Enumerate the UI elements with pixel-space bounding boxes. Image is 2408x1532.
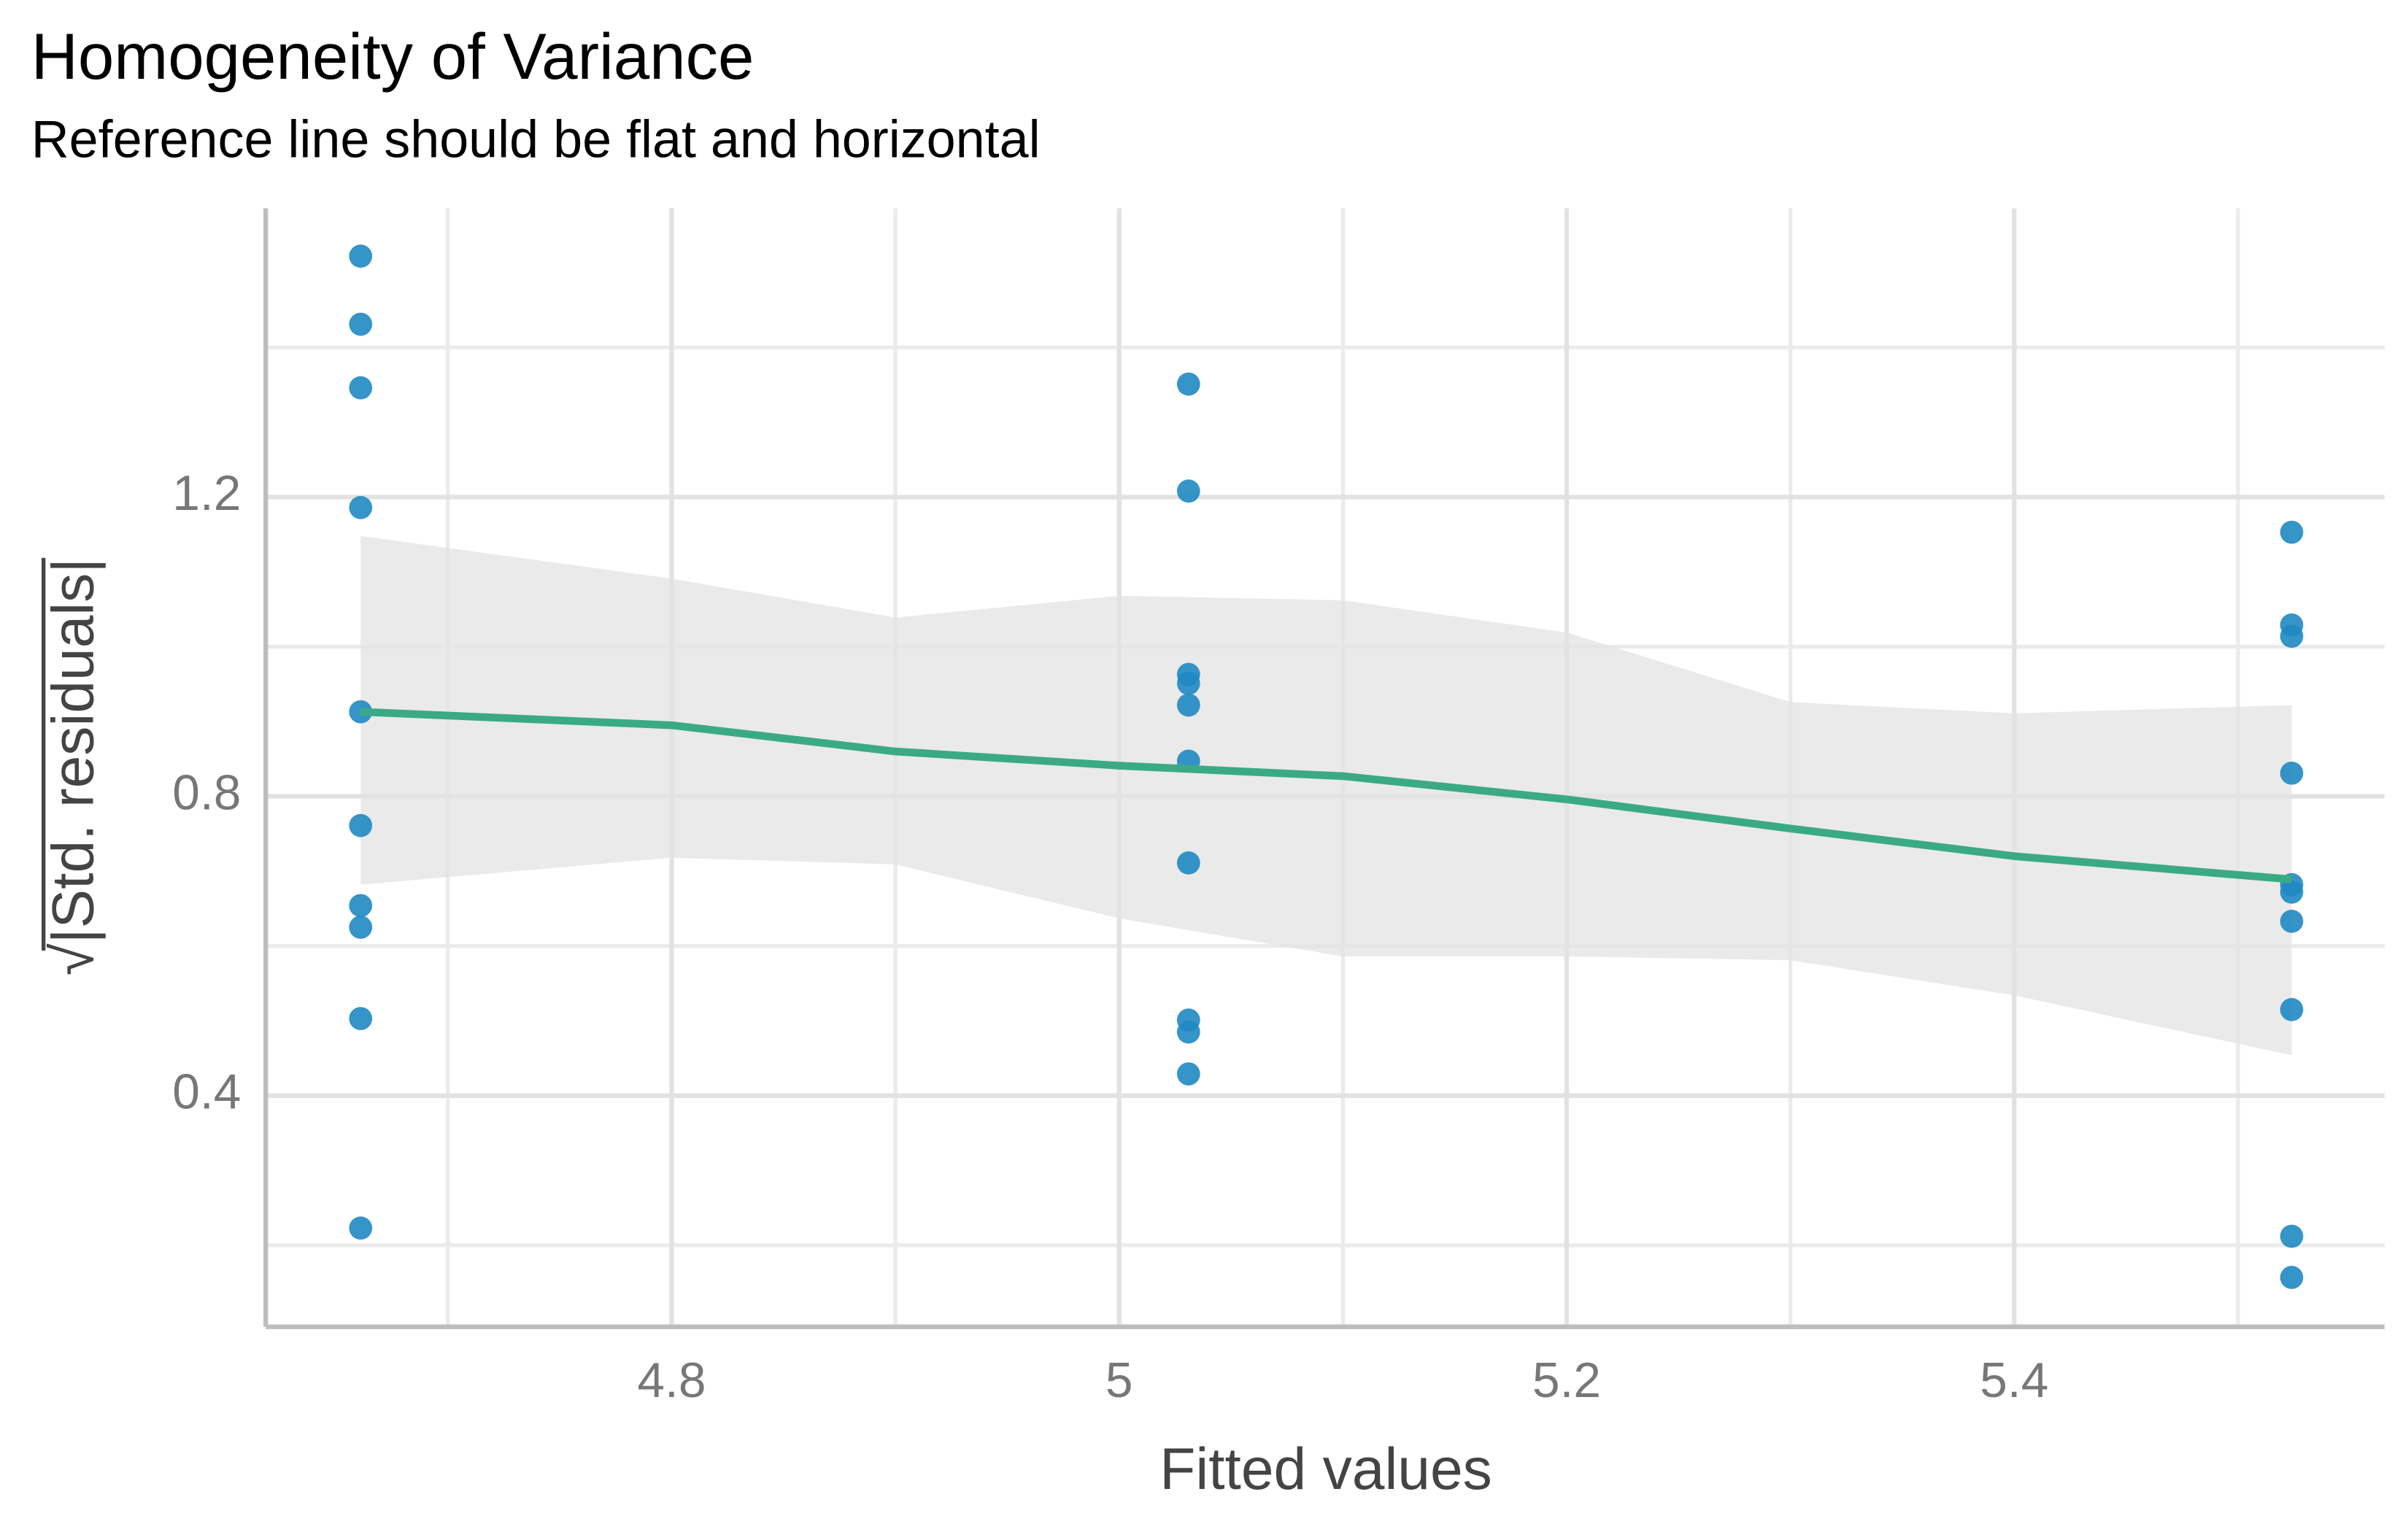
point (2280, 998, 2304, 1021)
y-tick-label: 0.4 (172, 1065, 241, 1120)
point (1176, 693, 1200, 717)
point (2280, 881, 2304, 904)
point (349, 1216, 373, 1240)
point (2280, 520, 2304, 544)
chart-title: Homogeneity of Variance (31, 20, 755, 93)
point (349, 495, 373, 519)
point (1176, 479, 1200, 503)
confidence-band (360, 535, 2292, 1056)
x-tick-label: 5.2 (1532, 1353, 1601, 1408)
point (349, 376, 373, 400)
point (2280, 761, 2304, 785)
point (1176, 1062, 1200, 1086)
x-tick-label: 5 (1105, 1353, 1133, 1408)
plot-area: 4.8 5 5.2 5.4 0.4 0.8 1.2 (172, 208, 2385, 1408)
smooth-line (360, 708, 2293, 883)
y-tick-label: 1.2 (172, 466, 241, 521)
point (2280, 624, 2304, 648)
point (2280, 1224, 2304, 1248)
chart-subtitle: Reference line should be flat and horizo… (31, 111, 1041, 169)
point (1176, 851, 1200, 875)
x-tick-label: 5.4 (1980, 1353, 2048, 1408)
point (349, 244, 373, 268)
point (349, 312, 373, 336)
point (1176, 671, 1200, 695)
point (349, 894, 373, 918)
x-tick-label: 4.8 (637, 1353, 706, 1408)
point (2280, 910, 2304, 933)
y-axis-title: √|Std. residuals| (40, 558, 106, 976)
point (2280, 1266, 2304, 1289)
point (1176, 372, 1200, 396)
point (349, 916, 373, 939)
point (349, 1007, 373, 1031)
point (1176, 1020, 1200, 1044)
x-axis-title: Fitted values (1159, 1436, 1492, 1502)
point (349, 813, 373, 837)
y-tick-label: 0.8 (172, 765, 241, 820)
